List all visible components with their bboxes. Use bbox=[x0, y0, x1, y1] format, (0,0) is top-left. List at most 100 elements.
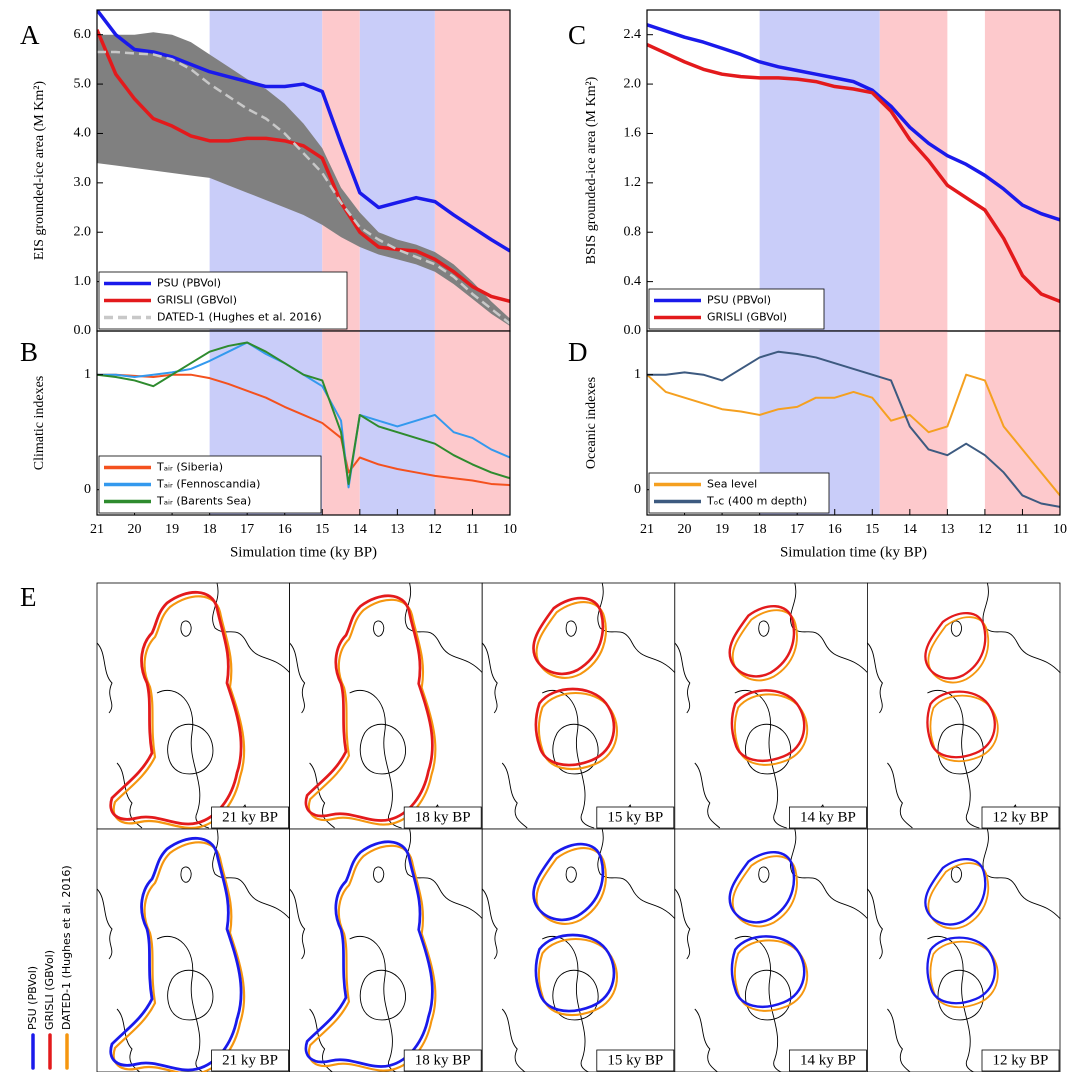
x-tick-label: 10 bbox=[503, 522, 517, 537]
plot-area bbox=[647, 10, 1060, 331]
panel-label: C bbox=[568, 20, 586, 50]
legend-label: Tₒc (400 m depth) bbox=[706, 495, 807, 508]
y-tick-label: 0.4 bbox=[624, 274, 642, 289]
y-tick-label: 4.0 bbox=[74, 126, 92, 141]
legend-label: PSU (PBVol) bbox=[157, 277, 221, 290]
x-tick-label: 14 bbox=[353, 522, 367, 537]
x-tick-label: 18 bbox=[753, 522, 767, 537]
plot-frame bbox=[646, 330, 1061, 516]
y-tick-label: 2.0 bbox=[624, 76, 642, 91]
ice-outline-model bbox=[109, 590, 243, 826]
time-label: 18 ky BP bbox=[415, 1052, 471, 1068]
time-label: 15 ky BP bbox=[607, 809, 663, 825]
x-tick-label: 12 bbox=[978, 522, 992, 537]
x-tick-label: 13 bbox=[940, 522, 954, 537]
map-frame bbox=[674, 582, 868, 830]
plot-frame bbox=[96, 330, 511, 516]
y-tick-label: 1.0 bbox=[74, 274, 92, 289]
y-tick-label: 0.0 bbox=[74, 323, 92, 338]
shaded-period bbox=[434, 331, 510, 515]
x-axis-label: Simulation time (ky BP) bbox=[780, 544, 927, 560]
x-tick-label: 11 bbox=[466, 522, 479, 537]
ice-outline-model bbox=[534, 933, 616, 1013]
ice-outline-model bbox=[926, 690, 996, 759]
ice-outline-observed bbox=[927, 862, 990, 930]
ice-outline-model bbox=[532, 842, 605, 922]
x-tick-label: 13 bbox=[390, 522, 404, 537]
time-label: 12 ky BP bbox=[993, 809, 1049, 825]
time-label: 21 ky BP bbox=[222, 809, 278, 825]
y-tick-label: 3.0 bbox=[74, 175, 92, 190]
ice-outline-observed bbox=[112, 841, 246, 1072]
x-tick-label: 14 bbox=[903, 522, 917, 537]
time-label-box bbox=[981, 1049, 1060, 1072]
y-tick-label: 5.0 bbox=[74, 76, 92, 91]
y-tick-label: 2.0 bbox=[74, 224, 92, 239]
legend-label: Tₐᵢᵣ (Barents Sea) bbox=[156, 495, 251, 508]
y-tick-label: 0 bbox=[84, 482, 91, 497]
ice-outline-observed bbox=[537, 937, 618, 1017]
map-cell: 14 ky BP bbox=[674, 582, 869, 830]
ice-outline-observed bbox=[112, 595, 246, 830]
shaded-period bbox=[759, 10, 880, 331]
ice-outline-observed bbox=[307, 844, 437, 1072]
ice-outline-model bbox=[728, 851, 796, 924]
y-tick-label: 1.6 bbox=[624, 126, 642, 141]
map-cell: 12 ky BP bbox=[866, 582, 1061, 830]
ice-outline-observed bbox=[929, 694, 999, 763]
series-line bbox=[97, 10, 510, 253]
ice-outline-observed bbox=[733, 939, 809, 1012]
legend-label: GRISLI (GBVol) bbox=[707, 311, 787, 324]
series-line bbox=[647, 373, 1060, 497]
ice-outline-model bbox=[532, 596, 605, 676]
panel-label: A bbox=[20, 20, 40, 50]
ice-outline-model bbox=[924, 612, 987, 680]
x-tick-label: 12 bbox=[428, 522, 442, 537]
x-tick-label: 17 bbox=[790, 522, 804, 537]
shaded-period bbox=[879, 331, 948, 515]
y-tick-label: 0.8 bbox=[624, 224, 642, 239]
map-frame bbox=[481, 828, 676, 1072]
ice-outline-model bbox=[728, 605, 796, 678]
time-label-box bbox=[596, 806, 675, 829]
legend-label: DATED-1 (Hughes et al. 2016) bbox=[60, 865, 73, 1030]
ice-outline-model bbox=[304, 840, 434, 1068]
time-label-box bbox=[403, 806, 482, 829]
ice-outline-observed bbox=[307, 598, 437, 826]
y-tick-label: 2.4 bbox=[624, 27, 642, 42]
legend-label: DATED-1 (Hughes et al. 2016) bbox=[157, 311, 322, 324]
time-label-box bbox=[403, 1049, 482, 1072]
legend-label: PSU (PBVol) bbox=[707, 294, 771, 307]
time-label-box bbox=[596, 1049, 675, 1072]
time-label: 15 ky BP bbox=[607, 1052, 663, 1068]
plot-area bbox=[97, 10, 510, 331]
y-tick-label: 1 bbox=[634, 367, 641, 382]
ice-outline-model bbox=[730, 935, 806, 1009]
ice-outline-model bbox=[730, 689, 806, 763]
time-label: 21 ky BP bbox=[222, 1052, 278, 1068]
legend-label: Tₐᵢᵣ (Fennoscandia) bbox=[156, 478, 260, 491]
y-axis-label: Climatic indexes bbox=[32, 376, 47, 470]
legend-label: Tₐᵢᵣ (Siberia) bbox=[156, 461, 223, 474]
x-tick-label: 19 bbox=[165, 522, 179, 537]
map-cell: 21 ky BP bbox=[96, 582, 291, 830]
series-line bbox=[97, 29, 510, 304]
ice-outline-model bbox=[924, 858, 987, 926]
legend-box bbox=[648, 472, 830, 514]
map-cell: 21 ky BP bbox=[96, 828, 291, 1072]
x-tick-label: 20 bbox=[678, 522, 692, 537]
y-tick-label: 0 bbox=[634, 482, 641, 497]
ice-outline-model bbox=[304, 594, 434, 822]
time-label: 18 ky BP bbox=[415, 809, 471, 825]
legend-label: Sea level bbox=[707, 478, 757, 491]
map-frame bbox=[867, 828, 1061, 1072]
ice-outline-observed bbox=[929, 940, 999, 1009]
time-label-box bbox=[211, 1049, 289, 1072]
x-tick-label: 21 bbox=[90, 522, 104, 537]
time-label-box bbox=[981, 806, 1060, 829]
y-tick-label: 0.0 bbox=[624, 323, 642, 338]
map-frame bbox=[289, 828, 483, 1072]
y-tick-label: 6.0 bbox=[74, 27, 92, 42]
legend-label: GRISLI (GBVol) bbox=[43, 950, 56, 1030]
x-tick-label: 18 bbox=[203, 522, 217, 537]
